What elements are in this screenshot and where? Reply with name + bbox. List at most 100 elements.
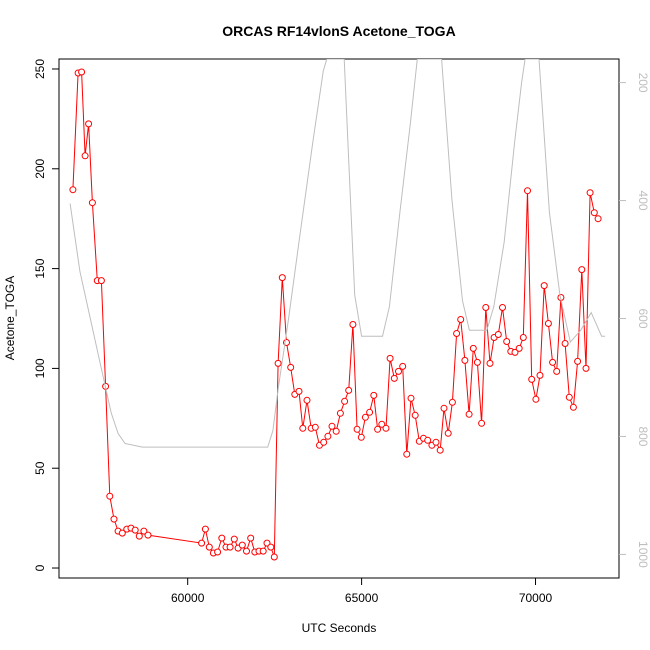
acetone-point-97 bbox=[519, 334, 527, 341]
acetone-point-96 bbox=[515, 344, 523, 352]
acetone-point-12 bbox=[118, 529, 126, 537]
acetone-point-30 bbox=[243, 547, 250, 555]
acetone-point-93 bbox=[503, 338, 511, 345]
acetone-point-100 bbox=[532, 395, 540, 403]
acetone-point-19 bbox=[198, 539, 206, 547]
acetone-point-103 bbox=[544, 320, 552, 327]
acetone-point-107 bbox=[561, 340, 569, 347]
acetone-point-15 bbox=[131, 526, 139, 534]
acetone-point-109 bbox=[569, 403, 577, 411]
acetone-point-83 bbox=[461, 356, 469, 364]
acetone-point-4 bbox=[85, 120, 93, 128]
acetone-point-69 bbox=[403, 450, 411, 458]
acetone-point-87 bbox=[478, 419, 486, 427]
y-tick-label-200: 200 bbox=[33, 158, 47, 178]
acetone-point-47 bbox=[311, 423, 319, 431]
acetone-point-44 bbox=[299, 424, 307, 432]
acetone-point-53 bbox=[336, 409, 344, 417]
acetone-point-65 bbox=[386, 354, 394, 362]
acetone-point-80 bbox=[448, 398, 456, 406]
acetone-point-89 bbox=[486, 359, 494, 367]
right-tick-label-400: 400 bbox=[636, 191, 650, 211]
acetone-point-67 bbox=[395, 367, 402, 375]
acetone-point-26 bbox=[226, 543, 234, 551]
acetone-point-84 bbox=[465, 410, 473, 418]
acetone-point-7 bbox=[97, 277, 105, 285]
acetone-point-58 bbox=[357, 433, 365, 441]
acetone-point-78 bbox=[440, 404, 448, 412]
x-axis-label: UTC Seconds bbox=[302, 621, 377, 635]
acetone-point-23 bbox=[214, 548, 222, 556]
acetone-point-3 bbox=[81, 152, 89, 160]
acetone-point-54 bbox=[341, 397, 349, 405]
acetone-point-24 bbox=[218, 534, 226, 542]
plot-area: 60000 65000 70000 0 50 100 150 200 250 200 400 600 8… bbox=[33, 58, 650, 605]
acetone-point-21 bbox=[205, 543, 213, 551]
acetone-point-91 bbox=[494, 331, 502, 338]
acetone-point-85 bbox=[469, 344, 477, 352]
y-tick-label-150: 150 bbox=[33, 258, 47, 278]
acetone-point-57 bbox=[353, 425, 361, 433]
x-tick-label-65000: 65000 bbox=[345, 591, 379, 605]
acetone-point-98 bbox=[524, 187, 531, 195]
x-tick-label-60000: 60000 bbox=[171, 591, 205, 605]
x-tick-label-70000: 70000 bbox=[519, 591, 553, 605]
acetone-point-88 bbox=[482, 304, 490, 311]
acetone-point-16 bbox=[135, 532, 143, 540]
acetone-point-62 bbox=[374, 425, 382, 433]
acetone-point-66 bbox=[390, 374, 398, 382]
pressure-line bbox=[69, 59, 606, 448]
acetone-point-71 bbox=[411, 411, 419, 419]
acetone-point-5 bbox=[88, 199, 96, 207]
right-tick-label-200: 200 bbox=[636, 73, 650, 93]
acetone-point-50 bbox=[324, 432, 332, 440]
acetone-point-95 bbox=[511, 348, 519, 356]
right-tick-label-800: 800 bbox=[636, 426, 650, 446]
acetone-point-105 bbox=[553, 367, 561, 375]
acetone-point-64 bbox=[382, 424, 390, 432]
acetone-point-0 bbox=[69, 186, 77, 194]
acetone-point-82 bbox=[457, 316, 465, 323]
acetone-point-86 bbox=[473, 358, 481, 366]
acetone-point-70 bbox=[407, 394, 415, 402]
acetone-point-31 bbox=[247, 534, 255, 542]
acetone-point-112 bbox=[582, 364, 590, 372]
acetone-point-45 bbox=[303, 396, 311, 404]
acetone-point-104 bbox=[549, 358, 557, 366]
acetone-point-114 bbox=[590, 209, 598, 217]
acetone-point-55 bbox=[345, 386, 353, 394]
acetone-point-18 bbox=[144, 531, 152, 539]
acetone-point-20 bbox=[201, 525, 209, 533]
acetone-point-92 bbox=[499, 304, 506, 311]
acetone-point-41 bbox=[287, 363, 295, 371]
acetone-point-27 bbox=[230, 535, 238, 543]
acetone-point-60 bbox=[366, 408, 374, 416]
acetone-point-110 bbox=[574, 357, 582, 365]
acetone-point-10 bbox=[110, 515, 118, 523]
acetone-point-9 bbox=[106, 492, 114, 500]
y-tick-label-100: 100 bbox=[33, 358, 47, 378]
acetone-point-43 bbox=[295, 387, 303, 395]
acetone-point-38 bbox=[274, 359, 282, 367]
acetone-point-49 bbox=[320, 438, 328, 446]
acetone-point-77 bbox=[436, 446, 444, 454]
acetone-point-34 bbox=[259, 547, 267, 555]
acetone-point-29 bbox=[238, 541, 246, 549]
acetone-point-61 bbox=[370, 391, 378, 399]
acetone-point-108 bbox=[565, 393, 573, 401]
acetone-point-59 bbox=[361, 413, 369, 421]
acetone-point-74 bbox=[424, 436, 432, 444]
acetone-point-111 bbox=[578, 266, 586, 274]
right-tick-label-1000: 1000 bbox=[636, 541, 650, 568]
acetone-point-51 bbox=[328, 422, 336, 430]
acetone-point-113 bbox=[586, 189, 594, 197]
acetone-point-63 bbox=[378, 420, 386, 428]
acetone-point-81 bbox=[453, 330, 461, 337]
acetone-point-99 bbox=[528, 375, 536, 383]
acetone-point-68 bbox=[399, 362, 407, 370]
y-tick-label-250: 250 bbox=[33, 59, 47, 79]
acetone-point-2 bbox=[78, 68, 86, 76]
y-tick-label-0: 0 bbox=[33, 564, 47, 571]
acetone-point-17 bbox=[140, 527, 148, 535]
